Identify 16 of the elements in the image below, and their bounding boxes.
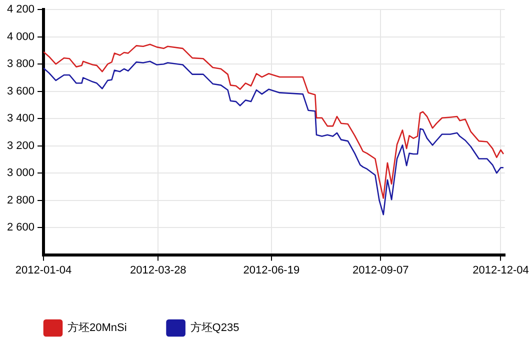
y-tick-label: 4 000 [6,30,35,43]
legend-label: 方坯Q235 [190,321,240,334]
x-tick-label: 2012-12-04 [472,264,529,276]
y-tick-label: 4 200 [6,4,35,16]
x-tick-label: 2012-09-07 [352,264,409,276]
y-tick-label: 2 600 [6,222,35,234]
y-tick-label: 2 800 [6,194,35,206]
y-tick-label: 3 200 [6,140,35,152]
y-tick-label: 3 600 [6,85,35,98]
y-tick-label: 3 000 [6,167,35,180]
x-tick-label: 2012-06-19 [243,264,300,276]
x-tick-label: 2012-01-04 [15,264,72,276]
legend-label: 方坯20MnSi [68,321,127,334]
y-tick-label: 3 400 [6,112,35,125]
y-tick-label: 3 800 [6,58,35,70]
x-tick-label: 2012-03-28 [130,264,186,276]
